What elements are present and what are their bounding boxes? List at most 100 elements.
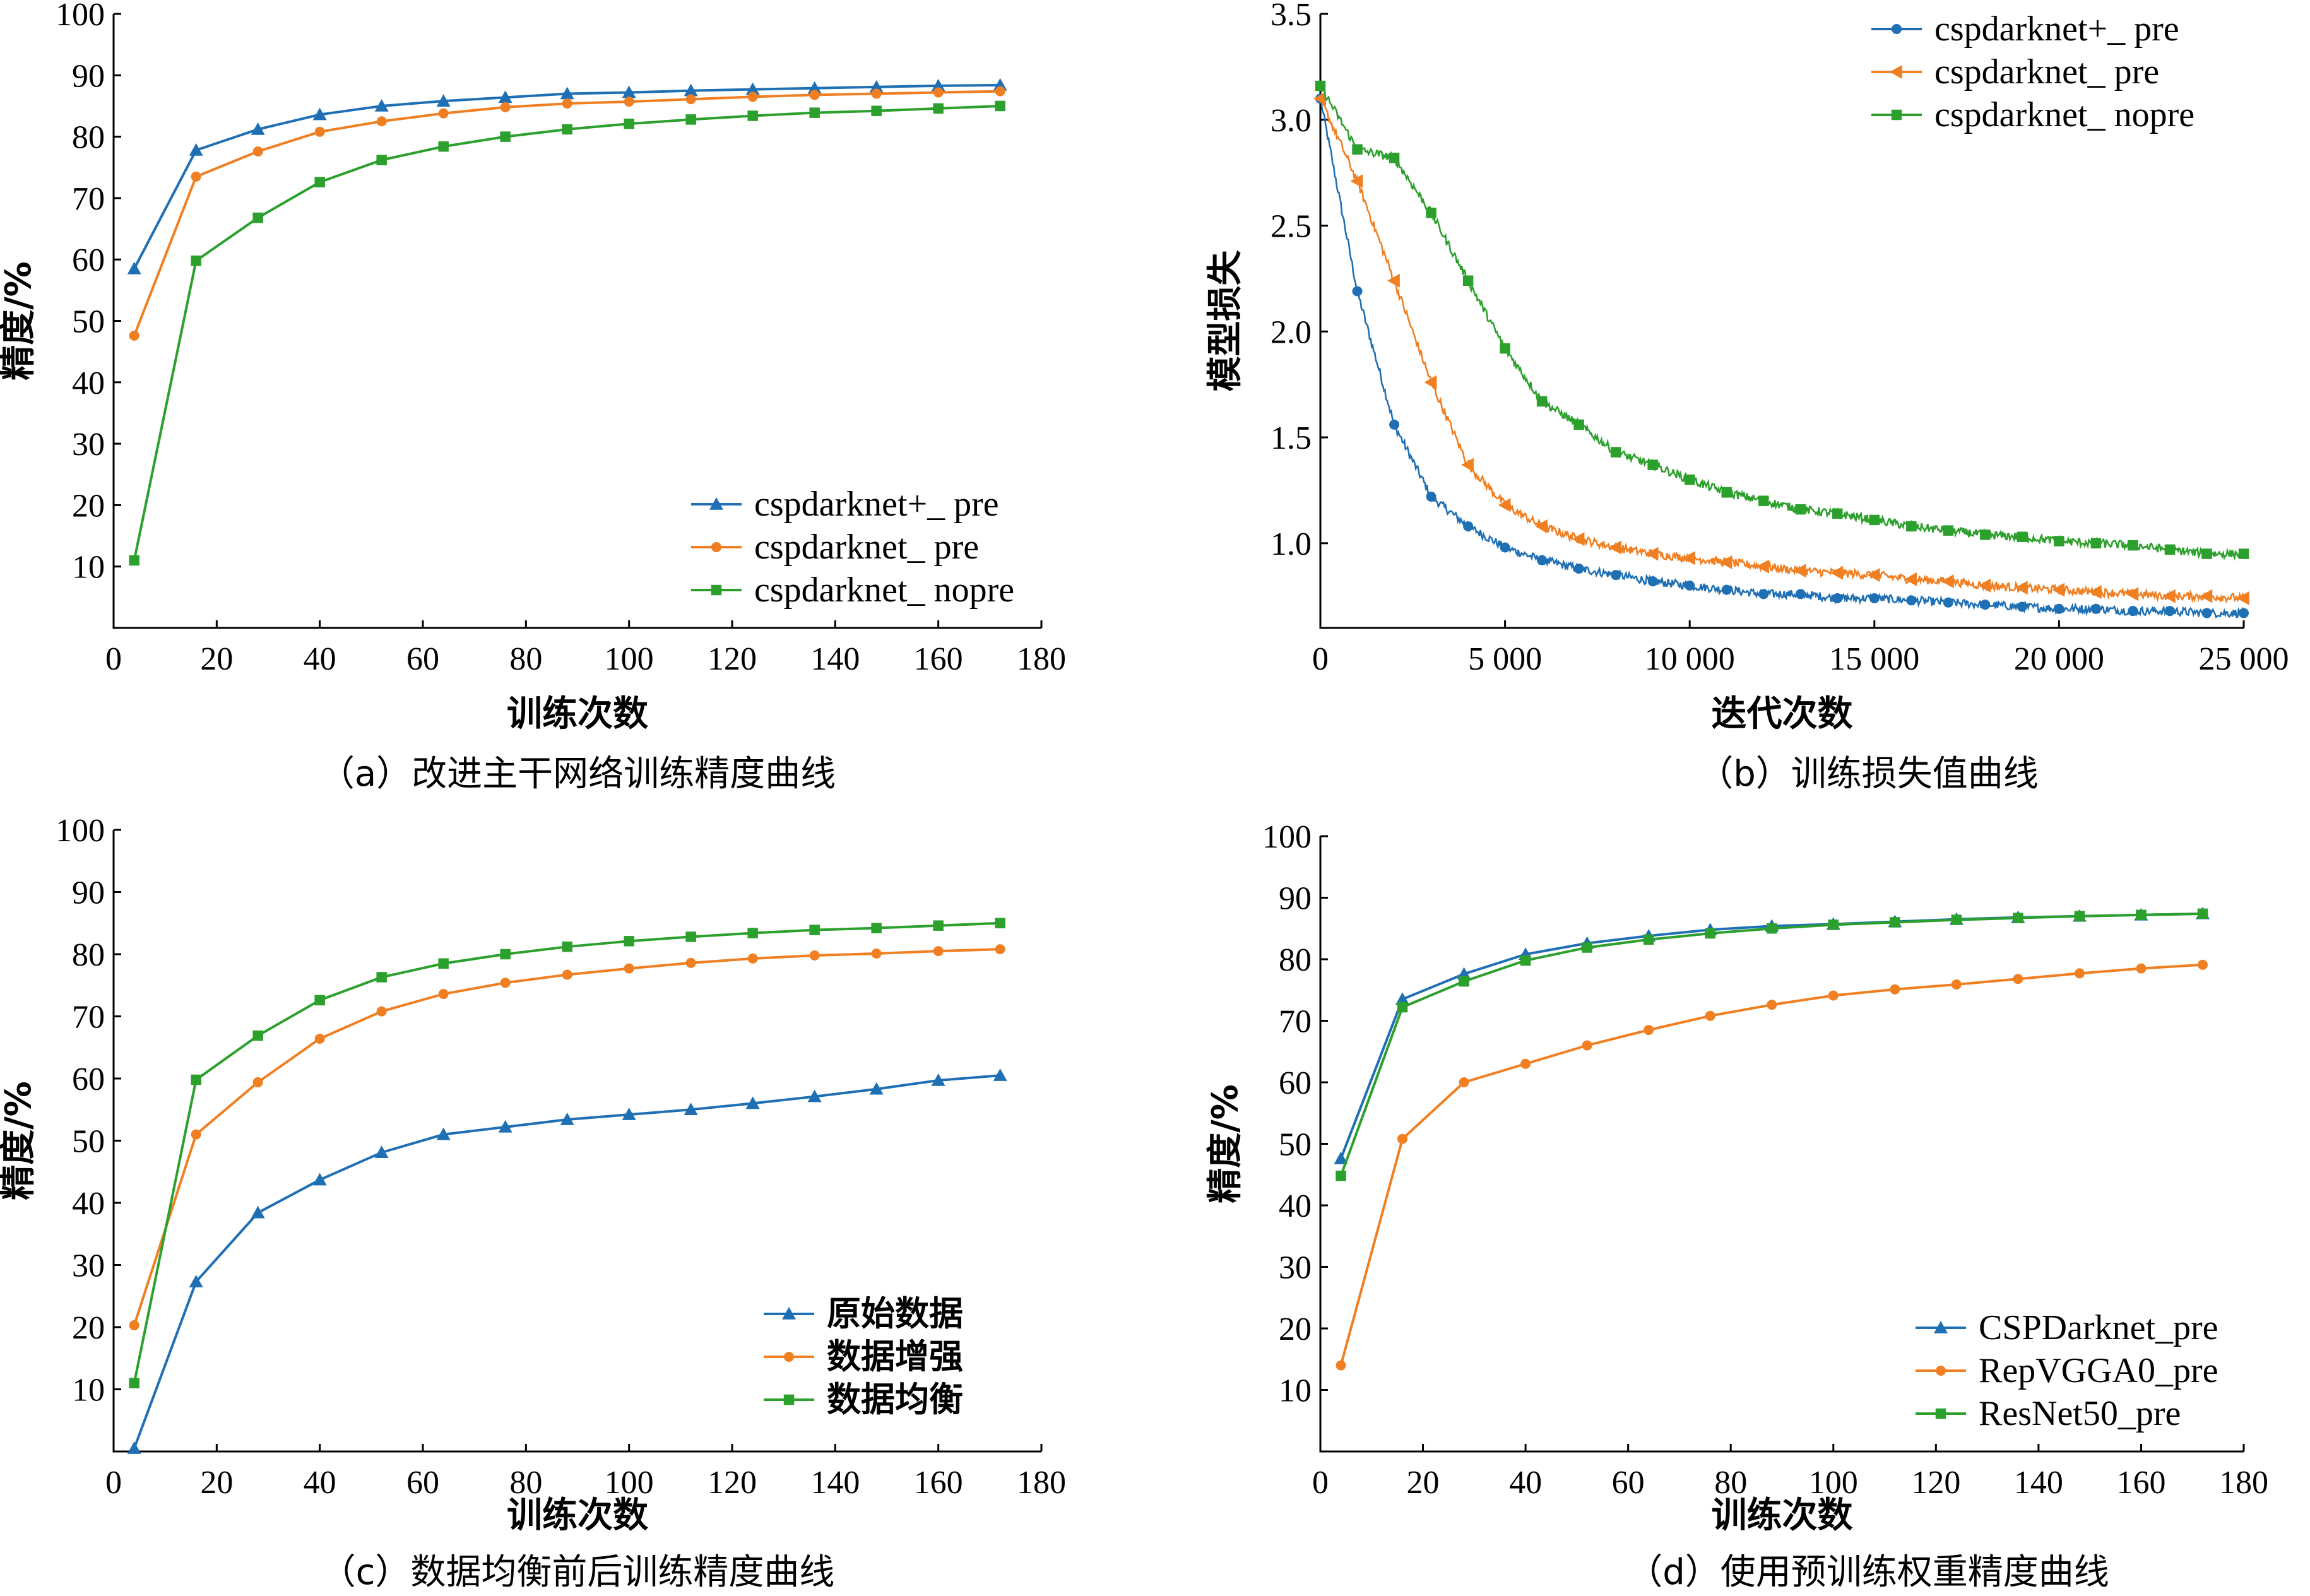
- series-line: [1319, 98, 2245, 619]
- series-2: [1315, 80, 2249, 561]
- data-point: [251, 1205, 265, 1219]
- y-tick-label: 50: [72, 1124, 105, 1160]
- data-point: [2074, 911, 2085, 921]
- x-tick-label: 40: [304, 1465, 336, 1501]
- data-point: [1647, 459, 1658, 470]
- data-point: [1387, 273, 1400, 288]
- data-point: [1609, 540, 1621, 555]
- data-point: [1537, 555, 1548, 565]
- data-point: [809, 90, 820, 100]
- data-point: [2128, 606, 2138, 617]
- data-point: [871, 105, 882, 116]
- x-tick-label: 160: [914, 641, 963, 677]
- data-point: [745, 1096, 760, 1109]
- data-point: [2088, 584, 2102, 599]
- x-tick-label: 140: [810, 641, 860, 677]
- x-tick-label: 180: [2219, 1465, 2268, 1501]
- data-point: [438, 989, 449, 1000]
- data-point: [1573, 564, 1584, 574]
- panel-caption: （b）训练损失值曲线: [1698, 754, 2039, 795]
- series-2: [129, 100, 1005, 566]
- data-point: [871, 88, 882, 99]
- data-point: [1828, 990, 1839, 1001]
- x-tick-label: 60: [1612, 1465, 1645, 1501]
- data-point: [1610, 447, 1621, 458]
- data-point: [1683, 551, 1695, 565]
- y-tick-label: 10: [72, 1373, 105, 1409]
- data-point: [1705, 928, 1715, 939]
- data-point: [562, 124, 572, 135]
- x-tick-label: 100: [1809, 1465, 1858, 1501]
- y-tick-label: 100: [1262, 819, 1312, 855]
- legend-label: 数据增强: [827, 1337, 963, 1376]
- x-tick-label: 20: [200, 641, 233, 677]
- x-tick-label: 20: [200, 1465, 233, 1501]
- data-point: [376, 155, 387, 165]
- data-point: [685, 957, 696, 968]
- data-point: [2197, 908, 2208, 919]
- data-point: [191, 1129, 201, 1140]
- data-point: [1951, 914, 1962, 925]
- y-axis-label: 精度/%: [1205, 1084, 1246, 1203]
- data-point: [2164, 544, 2176, 555]
- series-line: [1339, 963, 2203, 1366]
- data-point: [191, 255, 201, 266]
- y-tick-label: 40: [1279, 1188, 1312, 1224]
- data-point: [376, 1006, 387, 1017]
- legend-marker: [1935, 1408, 1946, 1419]
- legend-label: 原始数据: [827, 1294, 963, 1333]
- y-tick-label: 90: [72, 875, 105, 911]
- legend-marker: [711, 584, 722, 596]
- legend-item: 数据均衡: [764, 1380, 963, 1419]
- data-point: [995, 86, 1005, 97]
- legend-label: cspdarknet_ pre: [1934, 52, 2159, 92]
- y-tick-label: 2.0: [1270, 314, 1312, 350]
- data-point: [1535, 519, 1548, 533]
- legend-item: CSPDarknet_pre: [1916, 1308, 2218, 1347]
- data-point: [252, 146, 263, 157]
- data-point: [1520, 955, 1531, 966]
- x-tick-label: 20: [1407, 1465, 1440, 1501]
- data-point: [684, 1102, 698, 1116]
- y-tick-label: 30: [1279, 1250, 1312, 1286]
- chart-panel-c: 0 20 40 60 80 100 120 140 160 180 10 20 30 40 50 60 70 80…: [0, 813, 1066, 1593]
- legend-item: cspdarknet_ nopre: [1871, 95, 2194, 134]
- y-tick-label: 70: [72, 181, 105, 217]
- data-point: [1832, 508, 1843, 519]
- data-point: [2052, 582, 2065, 597]
- data-point: [498, 1120, 512, 1133]
- y-tick-label: 40: [72, 1186, 105, 1222]
- data-point: [1828, 919, 1839, 930]
- data-point: [1795, 504, 1806, 515]
- data-point: [2090, 603, 2101, 614]
- y-tick-label: 40: [72, 365, 105, 401]
- data-point: [129, 330, 139, 341]
- data-point: [314, 995, 325, 1006]
- legend-label: CSPDarknet_pre: [1979, 1308, 2218, 1347]
- data-point: [933, 103, 944, 114]
- data-point: [127, 261, 141, 275]
- legend-marker: [711, 542, 721, 552]
- data-point: [1582, 942, 1592, 953]
- data-point: [1315, 80, 1326, 92]
- data-point: [191, 1074, 201, 1085]
- series-2: [1336, 908, 2208, 1181]
- data-point: [1869, 514, 1880, 526]
- data-point: [871, 923, 882, 933]
- x-axis-label: 训练次数: [507, 1495, 648, 1536]
- data-point: [127, 1441, 141, 1454]
- data-point: [1906, 521, 1917, 532]
- x-axis-label: 训练次数: [507, 694, 648, 735]
- data-point: [869, 1082, 884, 1095]
- data-point: [1462, 275, 1474, 287]
- data-point: [2237, 591, 2249, 606]
- legend-marker: [1934, 1321, 1948, 1333]
- y-tick-label: 1.5: [1270, 420, 1312, 456]
- series-line: [1319, 95, 2245, 604]
- data-point: [1721, 584, 1732, 595]
- data-point: [747, 110, 758, 121]
- data-point: [189, 143, 203, 156]
- legend-label: cspdarknet_ nopre: [754, 570, 1014, 610]
- x-tick-label: 20 000: [2014, 641, 2104, 677]
- data-point: [931, 1073, 945, 1086]
